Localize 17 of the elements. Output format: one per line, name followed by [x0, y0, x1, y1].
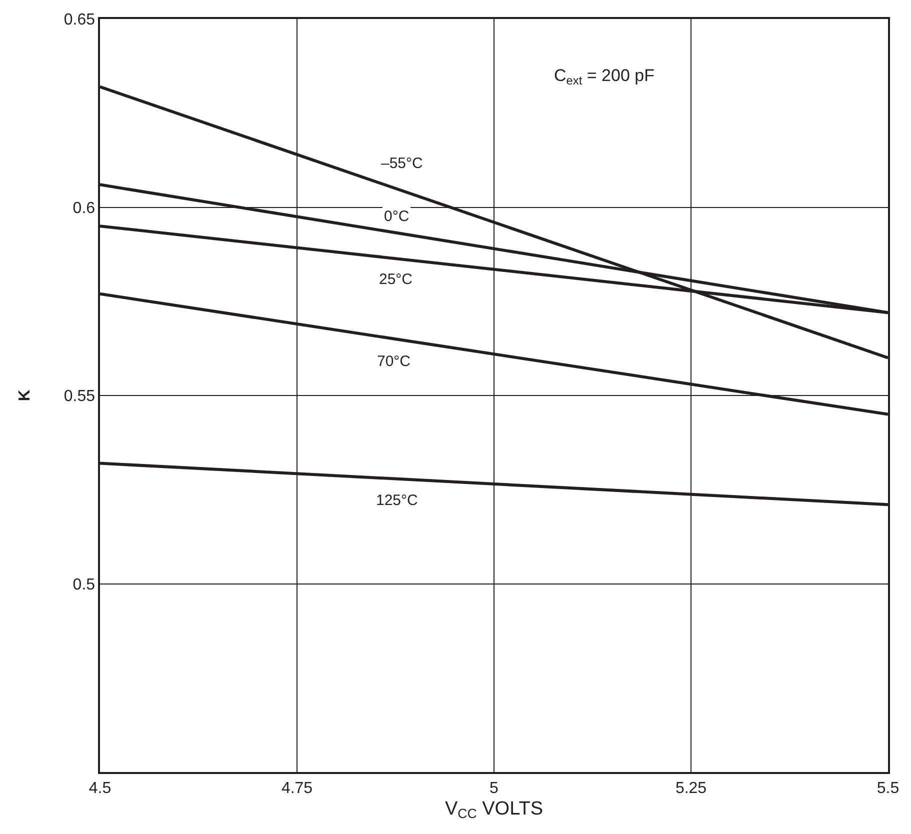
x-tick-label: 5 — [490, 780, 499, 797]
annotation: C$_{ext}$ = 200 pF — [554, 66, 654, 88]
x-tick-label: 4.5 — [88, 780, 112, 797]
annotation: –55°C — [381, 155, 424, 172]
y-tick-label: 0.6 — [72, 200, 96, 217]
annotation: 25°C — [379, 271, 413, 288]
x-tick-label: 5.5 — [876, 780, 900, 797]
annotation: 125°C — [376, 492, 418, 509]
y-tick-label: 0.55 — [64, 388, 96, 406]
y-tick-label: 0.5 — [72, 576, 96, 594]
x-axis-title: V$_{CC}$ VOLTS — [444, 798, 544, 822]
x-tick-label: 4.75 — [281, 780, 313, 797]
y-tick-label: 0.65 — [64, 12, 96, 29]
y-axis-title: K — [16, 389, 34, 402]
x-tick-label: 5.25 — [675, 780, 707, 797]
annotation: 0°C — [384, 208, 410, 225]
annotation: 70°C — [377, 353, 411, 370]
